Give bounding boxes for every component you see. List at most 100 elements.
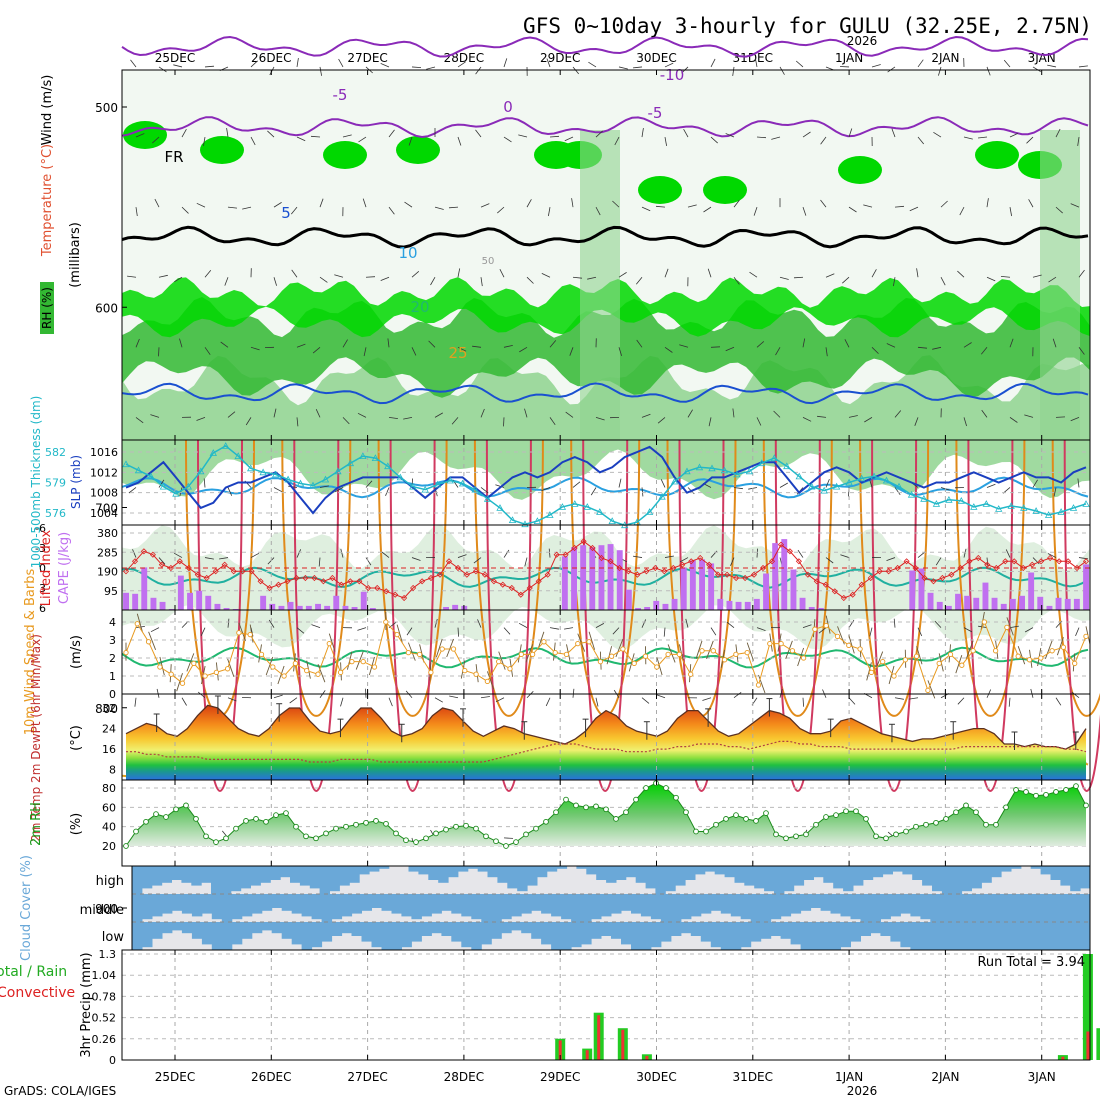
cloud-bar	[161, 894, 173, 914]
wind-speed-marker	[202, 673, 208, 679]
thickness-marker	[147, 472, 155, 480]
cloud-bar	[970, 922, 981, 950]
cloud-bar	[181, 894, 193, 914]
lifted-index-marker	[239, 568, 246, 575]
precip-convective-bar	[597, 1015, 601, 1060]
isotherm-line	[121, 646, 1089, 669]
isotherm-line	[121, 35, 1089, 58]
wind-barb	[635, 276, 643, 285]
thickness-marker	[645, 508, 654, 515]
wind-barb	[886, 343, 896, 348]
lifted-index-marker	[795, 558, 802, 565]
lifted-index-marker	[1065, 558, 1072, 565]
cloud-bar	[1020, 894, 1031, 922]
wind-barb	[615, 638, 624, 658]
cloud-bar	[471, 922, 482, 950]
cloud-bar	[631, 922, 642, 950]
cloud-bar	[250, 866, 261, 886]
cape-bar	[744, 601, 751, 610]
lifted-index-marker	[544, 571, 551, 578]
wind-speed-marker	[947, 651, 954, 658]
cape-bar	[616, 550, 623, 610]
wind-speed-marker	[236, 630, 242, 636]
wind-speed-marker	[1038, 655, 1044, 661]
wind-barb	[296, 627, 305, 634]
rh-marker	[543, 818, 549, 825]
cloud-bar	[541, 922, 552, 945]
wind-speed-marker	[608, 653, 615, 659]
wind-speed-marker	[959, 662, 965, 668]
cloud-bar	[521, 894, 532, 914]
warm-dome	[1051, 439, 1100, 717]
lifted-index-marker	[472, 568, 479, 575]
rh-marker	[713, 821, 719, 828]
rh-marker	[773, 831, 779, 838]
lifted-index-marker	[822, 581, 829, 588]
lifted-index-marker	[939, 574, 946, 582]
wind-barb	[486, 671, 495, 690]
wind-barb	[779, 66, 785, 75]
wind-barb	[130, 59, 137, 68]
cape-bar	[735, 601, 742, 610]
rh-marker	[263, 818, 269, 825]
rh-core	[703, 176, 747, 204]
wind-barb	[614, 136, 620, 146]
wind-barb	[1078, 65, 1088, 68]
thickness-marker	[770, 454, 778, 461]
lifted-index-marker	[347, 578, 354, 585]
wind-barb	[1055, 206, 1063, 214]
wind-barb	[932, 346, 942, 350]
wind-barb	[457, 346, 467, 352]
cloud-bar	[655, 866, 666, 894]
cape-bar	[1055, 597, 1062, 610]
lifted-index-marker	[275, 581, 282, 588]
cloud-bar	[421, 922, 432, 936]
wind-barb	[449, 695, 459, 699]
cape-bar	[726, 600, 733, 610]
wind-speed-marker	[936, 660, 942, 667]
thickness-marker	[496, 504, 504, 511]
wind-barb	[572, 688, 575, 698]
cape-bar	[973, 597, 980, 610]
cloud-bar	[820, 922, 832, 950]
wind-barb	[934, 620, 942, 628]
wind-barb	[179, 487, 183, 497]
axis-label: 3hr Precip (mm)	[79, 952, 94, 1057]
wind-barb	[319, 198, 324, 208]
wind-barb	[1024, 414, 1034, 418]
cape-bar	[342, 605, 349, 610]
warm-dome-inner	[485, 439, 532, 792]
wind-barb	[871, 347, 879, 354]
rh-marker	[323, 830, 329, 837]
wind-barb	[869, 478, 873, 488]
thickness-marker	[970, 503, 978, 510]
cloud-level-label: high	[96, 874, 124, 889]
wind-barb	[224, 277, 229, 286]
wind-barb	[986, 66, 991, 76]
wind-speed-marker	[405, 649, 412, 656]
wind-barb	[355, 651, 364, 670]
cloud-bar	[840, 922, 851, 948]
cloud-bar	[331, 894, 343, 920]
cape-bar	[699, 559, 705, 610]
thickness-marker	[346, 459, 355, 467]
wind-barb	[472, 345, 482, 348]
lifted-index-marker	[580, 538, 587, 545]
wind-barb	[753, 206, 758, 216]
wind-barb	[569, 347, 574, 356]
cloud-bar	[770, 922, 782, 936]
chart-title: GFS 0~10day 3-hourly for GULU (32.25E, 2…	[523, 14, 1092, 38]
wind-barb	[564, 136, 574, 142]
lifted-index-marker	[185, 564, 192, 572]
wind-barb	[480, 487, 489, 494]
wind-speed-marker	[123, 649, 129, 656]
wind-barb	[1078, 269, 1085, 278]
wind-barb	[473, 557, 482, 564]
cape-bar	[1009, 598, 1016, 610]
lifted-index-marker	[984, 561, 991, 568]
cape-bar	[159, 601, 166, 610]
thickness-tick-label: 582	[45, 446, 66, 459]
wind-barb	[365, 557, 372, 566]
precip-total-bar	[1082, 954, 1093, 1060]
cloud-bar	[418, 866, 429, 875]
